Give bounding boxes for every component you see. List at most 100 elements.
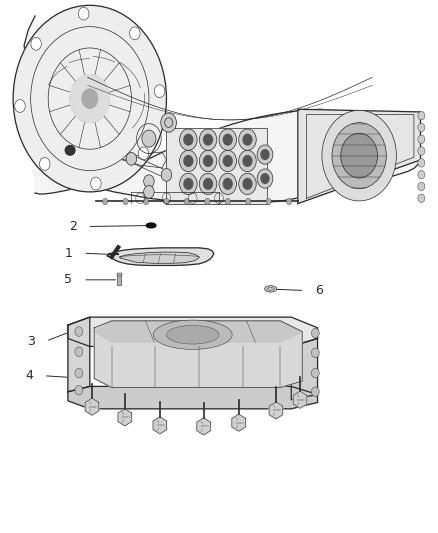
Circle shape (184, 156, 193, 166)
Text: 5: 5 (64, 273, 72, 286)
Text: 2: 2 (69, 220, 77, 233)
Text: 6: 6 (315, 284, 323, 297)
Polygon shape (232, 414, 246, 431)
Circle shape (180, 150, 197, 172)
Circle shape (165, 118, 173, 127)
Circle shape (257, 169, 273, 188)
Circle shape (243, 156, 252, 166)
Circle shape (311, 348, 319, 358)
Circle shape (257, 145, 273, 164)
Circle shape (322, 110, 396, 201)
Circle shape (184, 134, 193, 145)
Bar (117, 273, 122, 276)
Polygon shape (68, 317, 318, 346)
Circle shape (70, 75, 110, 123)
Circle shape (266, 198, 271, 205)
Circle shape (311, 387, 319, 397)
Circle shape (418, 111, 425, 120)
Circle shape (418, 123, 425, 132)
Polygon shape (119, 252, 199, 263)
Circle shape (204, 156, 212, 166)
Polygon shape (166, 128, 267, 204)
Polygon shape (24, 16, 420, 204)
Polygon shape (118, 409, 132, 426)
Circle shape (161, 113, 177, 132)
Circle shape (123, 198, 128, 205)
Circle shape (154, 85, 165, 98)
Circle shape (75, 385, 83, 395)
Circle shape (180, 129, 197, 150)
Polygon shape (107, 248, 214, 265)
Circle shape (418, 194, 425, 203)
Circle shape (418, 135, 425, 143)
Circle shape (418, 171, 425, 179)
Circle shape (223, 156, 232, 166)
Circle shape (75, 368, 83, 378)
Circle shape (164, 198, 169, 205)
Circle shape (418, 147, 425, 155)
Circle shape (15, 100, 25, 112)
Circle shape (239, 150, 256, 172)
Circle shape (130, 27, 140, 39)
Circle shape (142, 130, 156, 147)
Circle shape (286, 198, 292, 205)
Circle shape (91, 177, 101, 190)
Circle shape (180, 173, 197, 195)
Circle shape (418, 159, 425, 167)
Circle shape (39, 158, 50, 171)
Circle shape (138, 147, 149, 160)
Circle shape (341, 133, 378, 178)
Circle shape (261, 150, 269, 159)
Circle shape (246, 198, 251, 205)
Polygon shape (197, 418, 211, 435)
Circle shape (311, 328, 319, 338)
Circle shape (144, 175, 154, 188)
Circle shape (13, 5, 166, 192)
Polygon shape (68, 317, 90, 392)
Text: 3: 3 (27, 335, 35, 348)
Circle shape (184, 198, 190, 205)
Ellipse shape (265, 286, 277, 292)
Circle shape (243, 179, 252, 189)
Polygon shape (85, 398, 99, 415)
Circle shape (223, 134, 232, 145)
Circle shape (223, 179, 232, 189)
Circle shape (418, 182, 425, 191)
Circle shape (219, 129, 237, 150)
Ellipse shape (166, 325, 219, 344)
Circle shape (199, 173, 217, 195)
Circle shape (204, 179, 212, 189)
Ellipse shape (65, 146, 75, 155)
Circle shape (126, 152, 137, 165)
Circle shape (199, 150, 217, 172)
Circle shape (82, 89, 98, 108)
Circle shape (78, 7, 89, 20)
Circle shape (161, 168, 172, 181)
Polygon shape (298, 109, 420, 204)
Circle shape (75, 327, 83, 336)
Circle shape (75, 347, 83, 357)
Circle shape (332, 123, 386, 189)
Polygon shape (291, 338, 318, 400)
Circle shape (144, 185, 154, 198)
Text: 1: 1 (64, 247, 72, 260)
Ellipse shape (146, 223, 156, 228)
Circle shape (225, 198, 230, 205)
Circle shape (219, 150, 237, 172)
Circle shape (239, 129, 256, 150)
Polygon shape (94, 321, 302, 342)
Circle shape (204, 134, 212, 145)
Circle shape (239, 173, 256, 195)
Circle shape (31, 37, 41, 50)
Circle shape (184, 179, 193, 189)
Polygon shape (94, 321, 302, 387)
Circle shape (205, 198, 210, 205)
Polygon shape (293, 391, 307, 408)
Circle shape (243, 134, 252, 145)
Circle shape (199, 129, 217, 150)
Polygon shape (269, 402, 283, 419)
Circle shape (219, 173, 237, 195)
Ellipse shape (153, 320, 232, 350)
Circle shape (102, 198, 108, 205)
Circle shape (311, 368, 319, 378)
